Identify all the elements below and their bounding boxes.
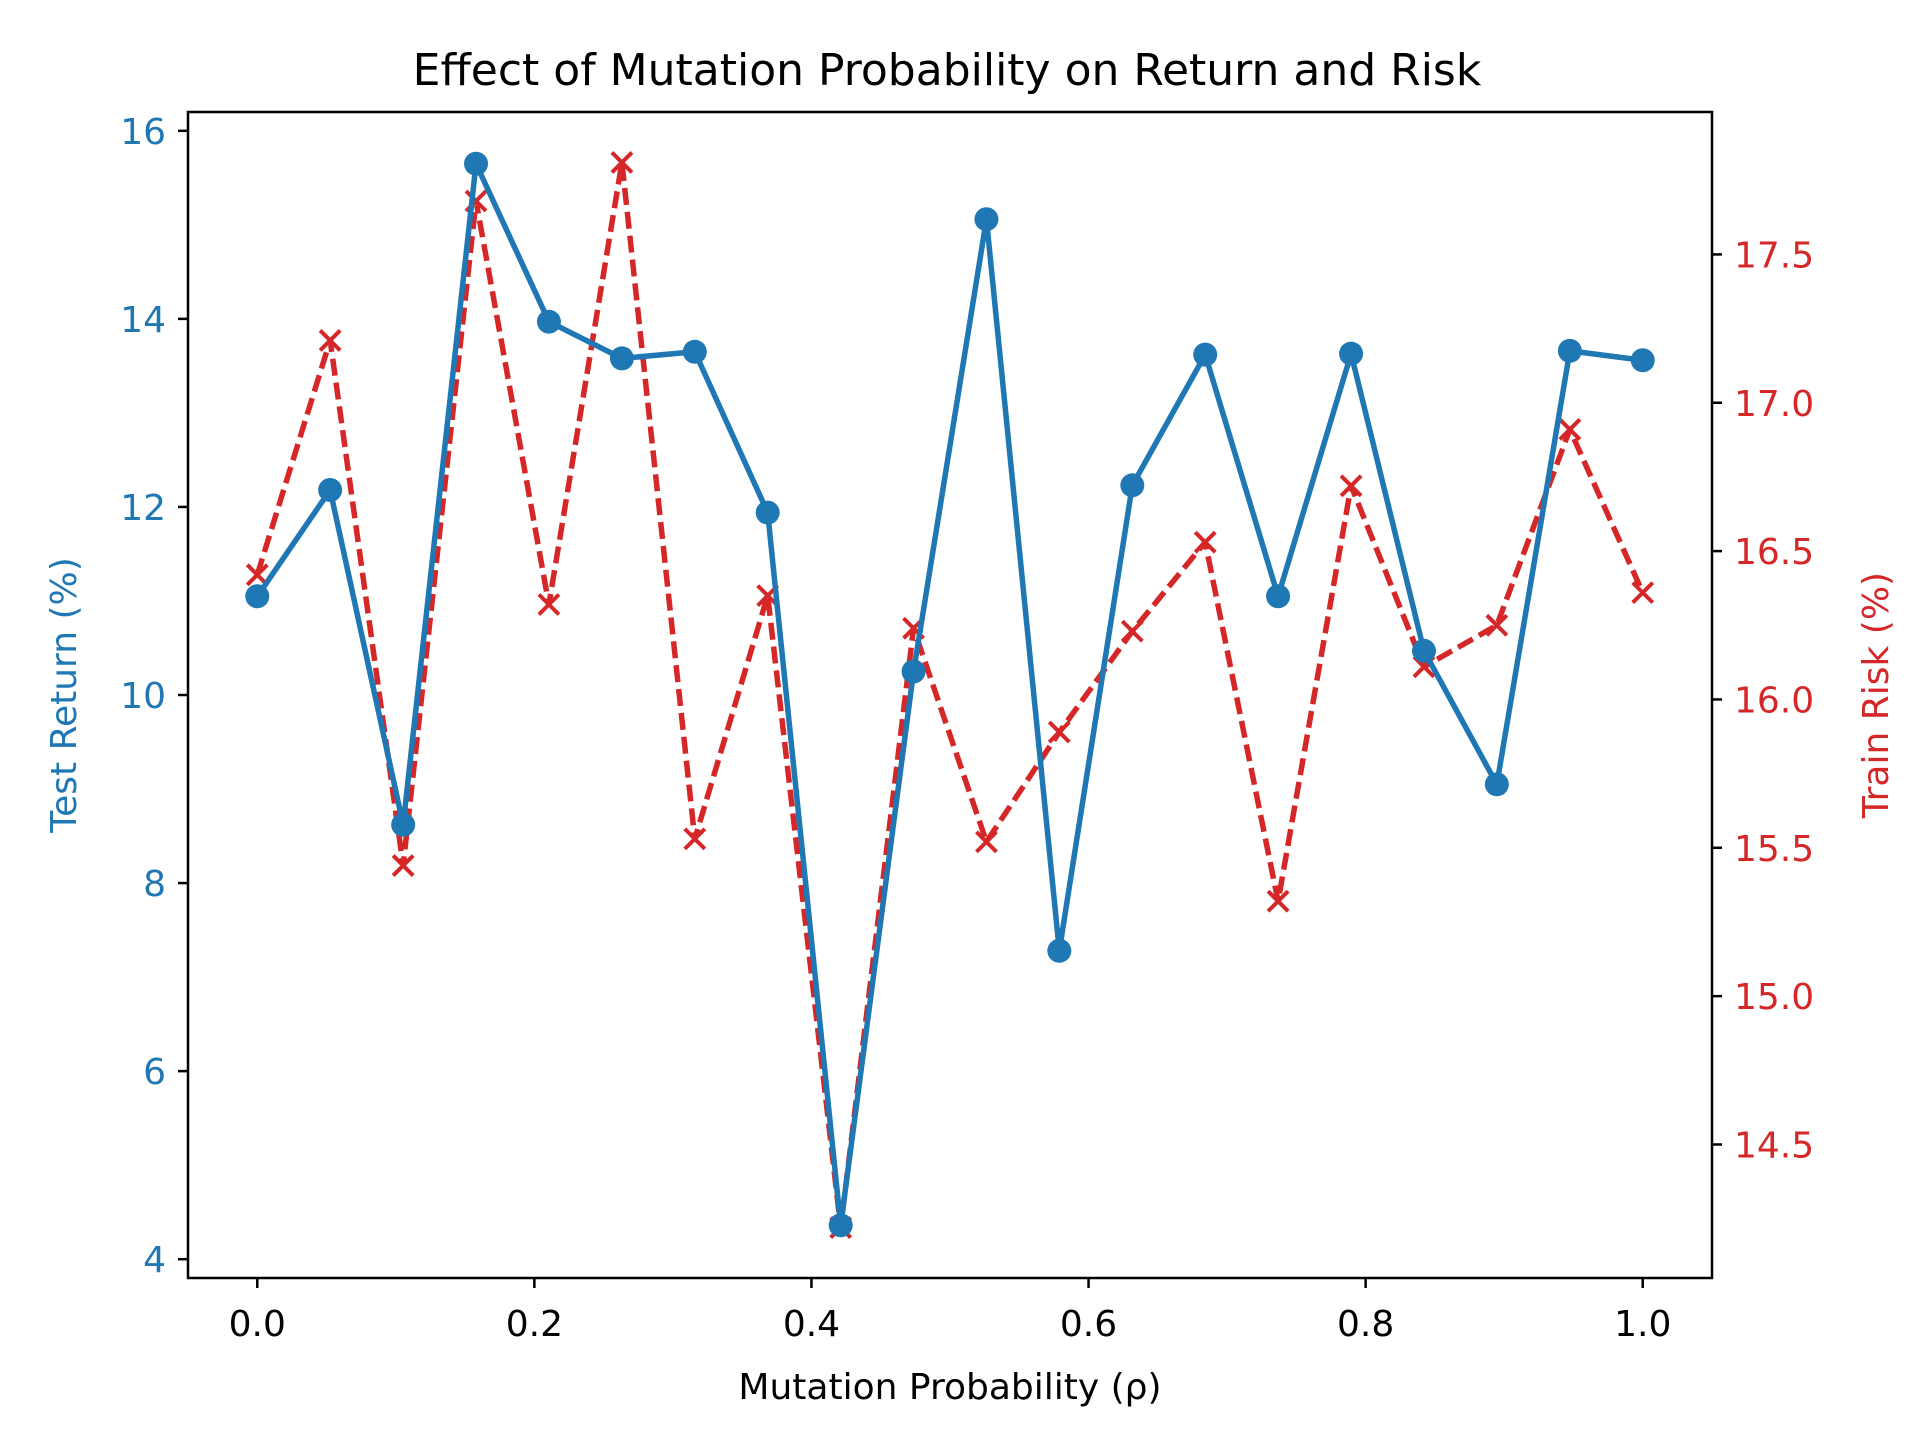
data-point-left xyxy=(901,659,926,684)
data-point-right xyxy=(537,593,561,616)
y-right-tick-label: 17.5 xyxy=(1734,235,1814,276)
data-point-right xyxy=(1047,720,1071,744)
data-point-left xyxy=(1630,348,1655,373)
data-point-right xyxy=(610,151,634,174)
y-left-tick-label: 10 xyxy=(120,676,166,717)
y-right-tick-label: 14.5 xyxy=(1734,1125,1814,1166)
data-point-right xyxy=(1631,581,1655,605)
data-point-right xyxy=(1558,418,1582,441)
y-left-tick-label: 14 xyxy=(120,300,166,341)
y-right-tick-label: 16.5 xyxy=(1734,532,1814,573)
y-left-tick-label: 4 xyxy=(143,1240,166,1281)
y-axis-right-label: Train Risk (%) xyxy=(1856,572,1897,819)
data-point-right xyxy=(318,329,342,352)
x-tick-label: 0.4 xyxy=(783,1304,840,1345)
data-point-left xyxy=(1120,473,1145,498)
data-point-left xyxy=(755,500,780,525)
data-point-right xyxy=(1339,474,1363,498)
series-line-left xyxy=(255,160,1644,1229)
data-point-right xyxy=(391,854,415,878)
data-point-right xyxy=(1120,619,1144,643)
data-point-left xyxy=(536,309,561,334)
y-left-tick-label: 6 xyxy=(143,1052,166,1093)
data-point-left xyxy=(318,478,343,503)
data-point-right xyxy=(975,830,998,854)
data-point-right xyxy=(245,563,269,587)
y-right-tick-label: 15.0 xyxy=(1734,977,1814,1018)
data-point-left xyxy=(1047,938,1072,963)
x-axis-label: Mutation Probability (ρ) xyxy=(738,1367,1161,1408)
x-tick-label: 0.0 xyxy=(229,1304,286,1345)
data-point-right xyxy=(683,827,707,851)
x-tick-label: 0.8 xyxy=(1337,1304,1394,1345)
axis-ticks: 0.0 0.2 0.4 0.6 0.8 1.0 4 6 8 10 12 14 16 14.5 15.0 15.… xyxy=(120,112,1814,1345)
data-point-left xyxy=(1193,342,1218,367)
data-point-right xyxy=(1193,530,1217,554)
data-point-left xyxy=(464,151,489,176)
y-left-tick-label: 16 xyxy=(120,112,166,153)
data-point-right xyxy=(1485,613,1509,637)
chart-title: Effect of Mutation Probability on Return… xyxy=(413,45,1482,96)
data-point-left xyxy=(828,1213,853,1238)
x-tick-label: 1.0 xyxy=(1614,1304,1671,1345)
data-point-left xyxy=(682,339,707,364)
data-point-left xyxy=(1557,338,1582,363)
y-right-tick-label: 16.0 xyxy=(1734,680,1814,721)
y-left-tick-label: 12 xyxy=(120,488,166,529)
y-left-tick-label: 8 xyxy=(143,864,166,905)
x-tick-label: 0.2 xyxy=(506,1304,563,1345)
data-point-left xyxy=(974,207,999,232)
y-right-tick-label: 17.0 xyxy=(1734,384,1814,425)
y-right-tick-label: 15.5 xyxy=(1734,829,1814,870)
data-point-left xyxy=(245,584,270,609)
data-point-left xyxy=(1339,341,1364,366)
series-line-right xyxy=(254,159,1646,1231)
data-point-left xyxy=(391,812,416,837)
x-tick-label: 0.6 xyxy=(1060,1304,1117,1345)
data-point-left xyxy=(1266,584,1291,609)
data-point-right xyxy=(1266,889,1290,913)
y-axis-left-label: Test Return (%) xyxy=(44,557,85,834)
data-point-left xyxy=(609,346,634,371)
plot-area xyxy=(245,151,1655,1239)
data-point-left xyxy=(1484,772,1509,797)
data-point-left xyxy=(1411,638,1436,663)
plot-frame xyxy=(186,110,1714,1280)
